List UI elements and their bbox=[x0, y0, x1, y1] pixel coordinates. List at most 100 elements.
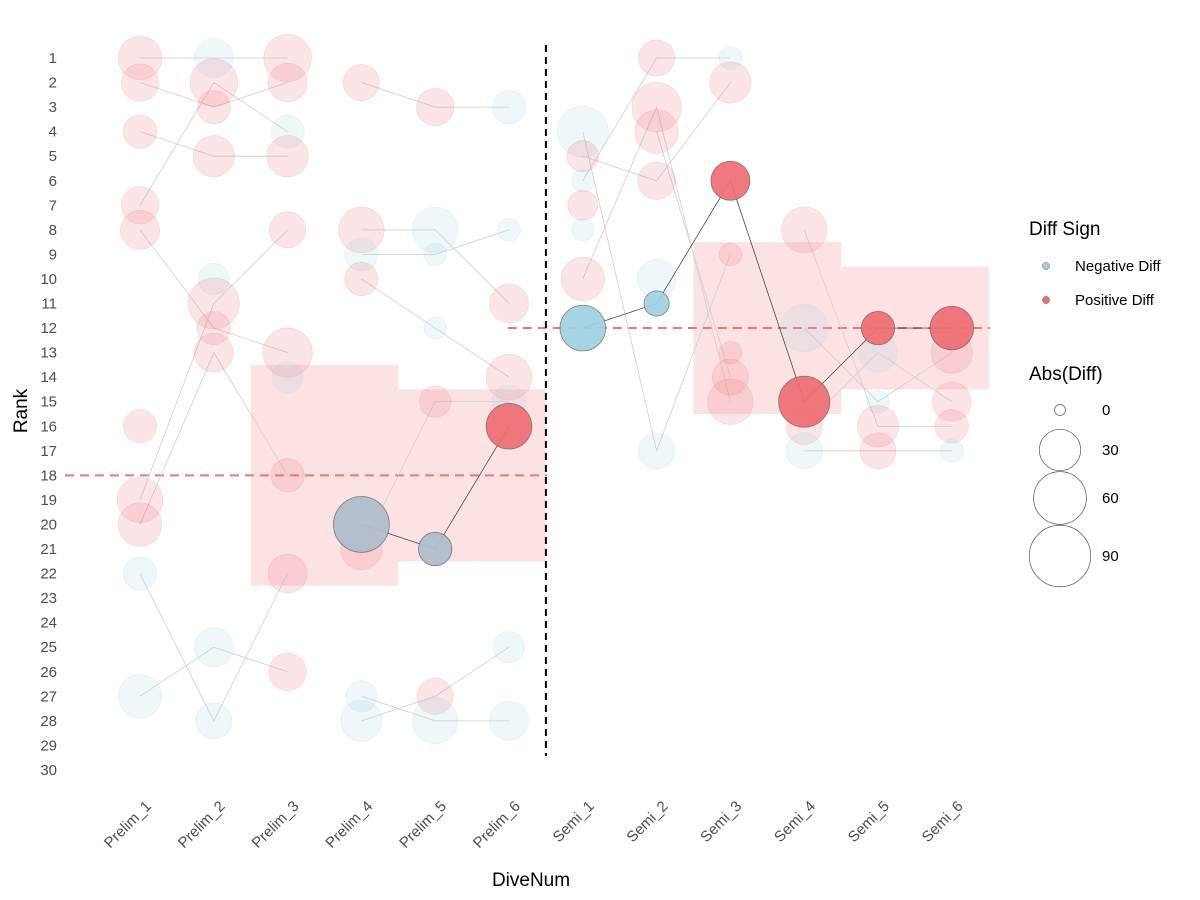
y-tick-label: 8 bbox=[49, 222, 57, 239]
background-line bbox=[582, 82, 731, 182]
background-lines bbox=[139, 57, 953, 722]
background-line bbox=[361, 646, 510, 722]
background-point bbox=[556, 105, 609, 158]
background-point bbox=[560, 256, 605, 302]
y-tick-label: 3 bbox=[49, 99, 57, 116]
y-tick-label: 7 bbox=[49, 197, 57, 214]
background-point bbox=[187, 277, 240, 330]
y-tick-label: 17 bbox=[40, 443, 57, 460]
y-tick-label: 12 bbox=[40, 320, 57, 337]
background-point bbox=[269, 211, 307, 249]
background-point bbox=[345, 680, 378, 713]
background-point bbox=[493, 631, 525, 664]
x-tick-label: Semi_2 bbox=[623, 798, 671, 846]
background-point bbox=[571, 169, 595, 193]
background-line bbox=[803, 229, 952, 427]
background-point bbox=[412, 206, 459, 253]
y-tick-label: 15 bbox=[40, 394, 57, 411]
background-point bbox=[196, 90, 231, 125]
y-tick-label: 6 bbox=[49, 173, 57, 190]
y-tick-label: 2 bbox=[49, 75, 57, 92]
x-tick-label: Semi_6 bbox=[919, 798, 967, 846]
background-point bbox=[344, 237, 379, 272]
legend-size-circle bbox=[1054, 404, 1066, 416]
background-point bbox=[123, 114, 157, 149]
y-tick-label: 13 bbox=[40, 345, 57, 362]
background-point bbox=[194, 627, 234, 668]
background-point bbox=[718, 242, 743, 267]
background-point bbox=[634, 109, 679, 154]
background-point bbox=[780, 303, 829, 353]
x-tick-label: Semi_4 bbox=[771, 798, 819, 846]
highlight-point bbox=[710, 160, 751, 201]
background-line bbox=[139, 351, 288, 525]
background-point bbox=[707, 378, 754, 425]
background-point bbox=[857, 405, 899, 448]
background-point bbox=[120, 63, 160, 102]
background-line bbox=[582, 105, 731, 402]
background-point bbox=[197, 262, 230, 295]
background-point bbox=[123, 409, 157, 444]
y-tick-label: 19 bbox=[40, 492, 57, 509]
background-point bbox=[117, 674, 163, 719]
background-point bbox=[859, 432, 897, 470]
y-tick-label: 25 bbox=[40, 639, 57, 656]
background-point bbox=[489, 283, 529, 324]
legend: Diff Sign Negative Diff Positive Diff Abs… bbox=[1028, 219, 1161, 588]
background-point bbox=[263, 33, 312, 83]
highlight-point bbox=[929, 305, 974, 351]
x-axis-ticks: Prelim_1 Prelim_2 Prelim_3 Prelim_4 Prelim_5… bbox=[101, 798, 967, 852]
background-point bbox=[412, 697, 459, 744]
background-line bbox=[139, 229, 288, 353]
background-point bbox=[931, 381, 972, 422]
background-line bbox=[656, 131, 731, 378]
y-tick-label: 26 bbox=[40, 664, 57, 681]
background-point bbox=[195, 702, 233, 740]
background-point bbox=[419, 385, 452, 418]
background-point bbox=[781, 206, 828, 253]
y-tick-label: 24 bbox=[40, 615, 57, 632]
x-tick-label: Prelim_3 bbox=[249, 798, 303, 852]
x-tick-label: Prelim_5 bbox=[396, 798, 450, 852]
background-line bbox=[361, 401, 509, 550]
legend-size-label: 60 bbox=[1102, 490, 1119, 507]
background-point bbox=[267, 553, 308, 594]
x-tick-label: Semi_5 bbox=[845, 798, 893, 846]
background-line bbox=[139, 81, 288, 206]
background-line bbox=[361, 695, 509, 722]
y-tick-label: 30 bbox=[40, 762, 57, 779]
legend-swatch-negative bbox=[1042, 262, 1050, 270]
background-point bbox=[940, 439, 964, 463]
legend-size-circle bbox=[1033, 471, 1087, 525]
background-point bbox=[189, 58, 238, 107]
legend-label-negative: Negative Diff bbox=[1075, 258, 1161, 275]
background-point bbox=[567, 190, 599, 221]
background-point bbox=[711, 358, 749, 396]
highlight-point bbox=[333, 496, 390, 553]
x-tick-label: Semi_1 bbox=[550, 798, 598, 846]
y-tick-label: 10 bbox=[40, 271, 57, 288]
background-point bbox=[423, 242, 447, 267]
legend-color-title: Diff Sign bbox=[1029, 219, 1100, 240]
background-point bbox=[638, 432, 676, 470]
background-line bbox=[582, 131, 731, 453]
background-point bbox=[196, 311, 231, 346]
legend-size-label: 90 bbox=[1102, 548, 1119, 565]
x-tick-label: Prelim_6 bbox=[470, 798, 524, 852]
background-line bbox=[139, 646, 288, 697]
background-point bbox=[117, 502, 163, 547]
background-point bbox=[571, 218, 595, 242]
background-point bbox=[934, 409, 969, 444]
legend-swatch-positive bbox=[1042, 296, 1050, 304]
background-point bbox=[340, 699, 383, 742]
highlight-point bbox=[418, 531, 453, 567]
y-tick-label: 11 bbox=[41, 296, 57, 313]
background-line bbox=[361, 278, 510, 378]
legend-size-circle bbox=[1028, 524, 1092, 588]
background-point bbox=[120, 186, 160, 225]
background-point bbox=[866, 390, 890, 414]
background-point bbox=[266, 135, 309, 178]
legend-size-items: 0 30 60 90 bbox=[1028, 402, 1119, 588]
background-point bbox=[718, 46, 743, 70]
